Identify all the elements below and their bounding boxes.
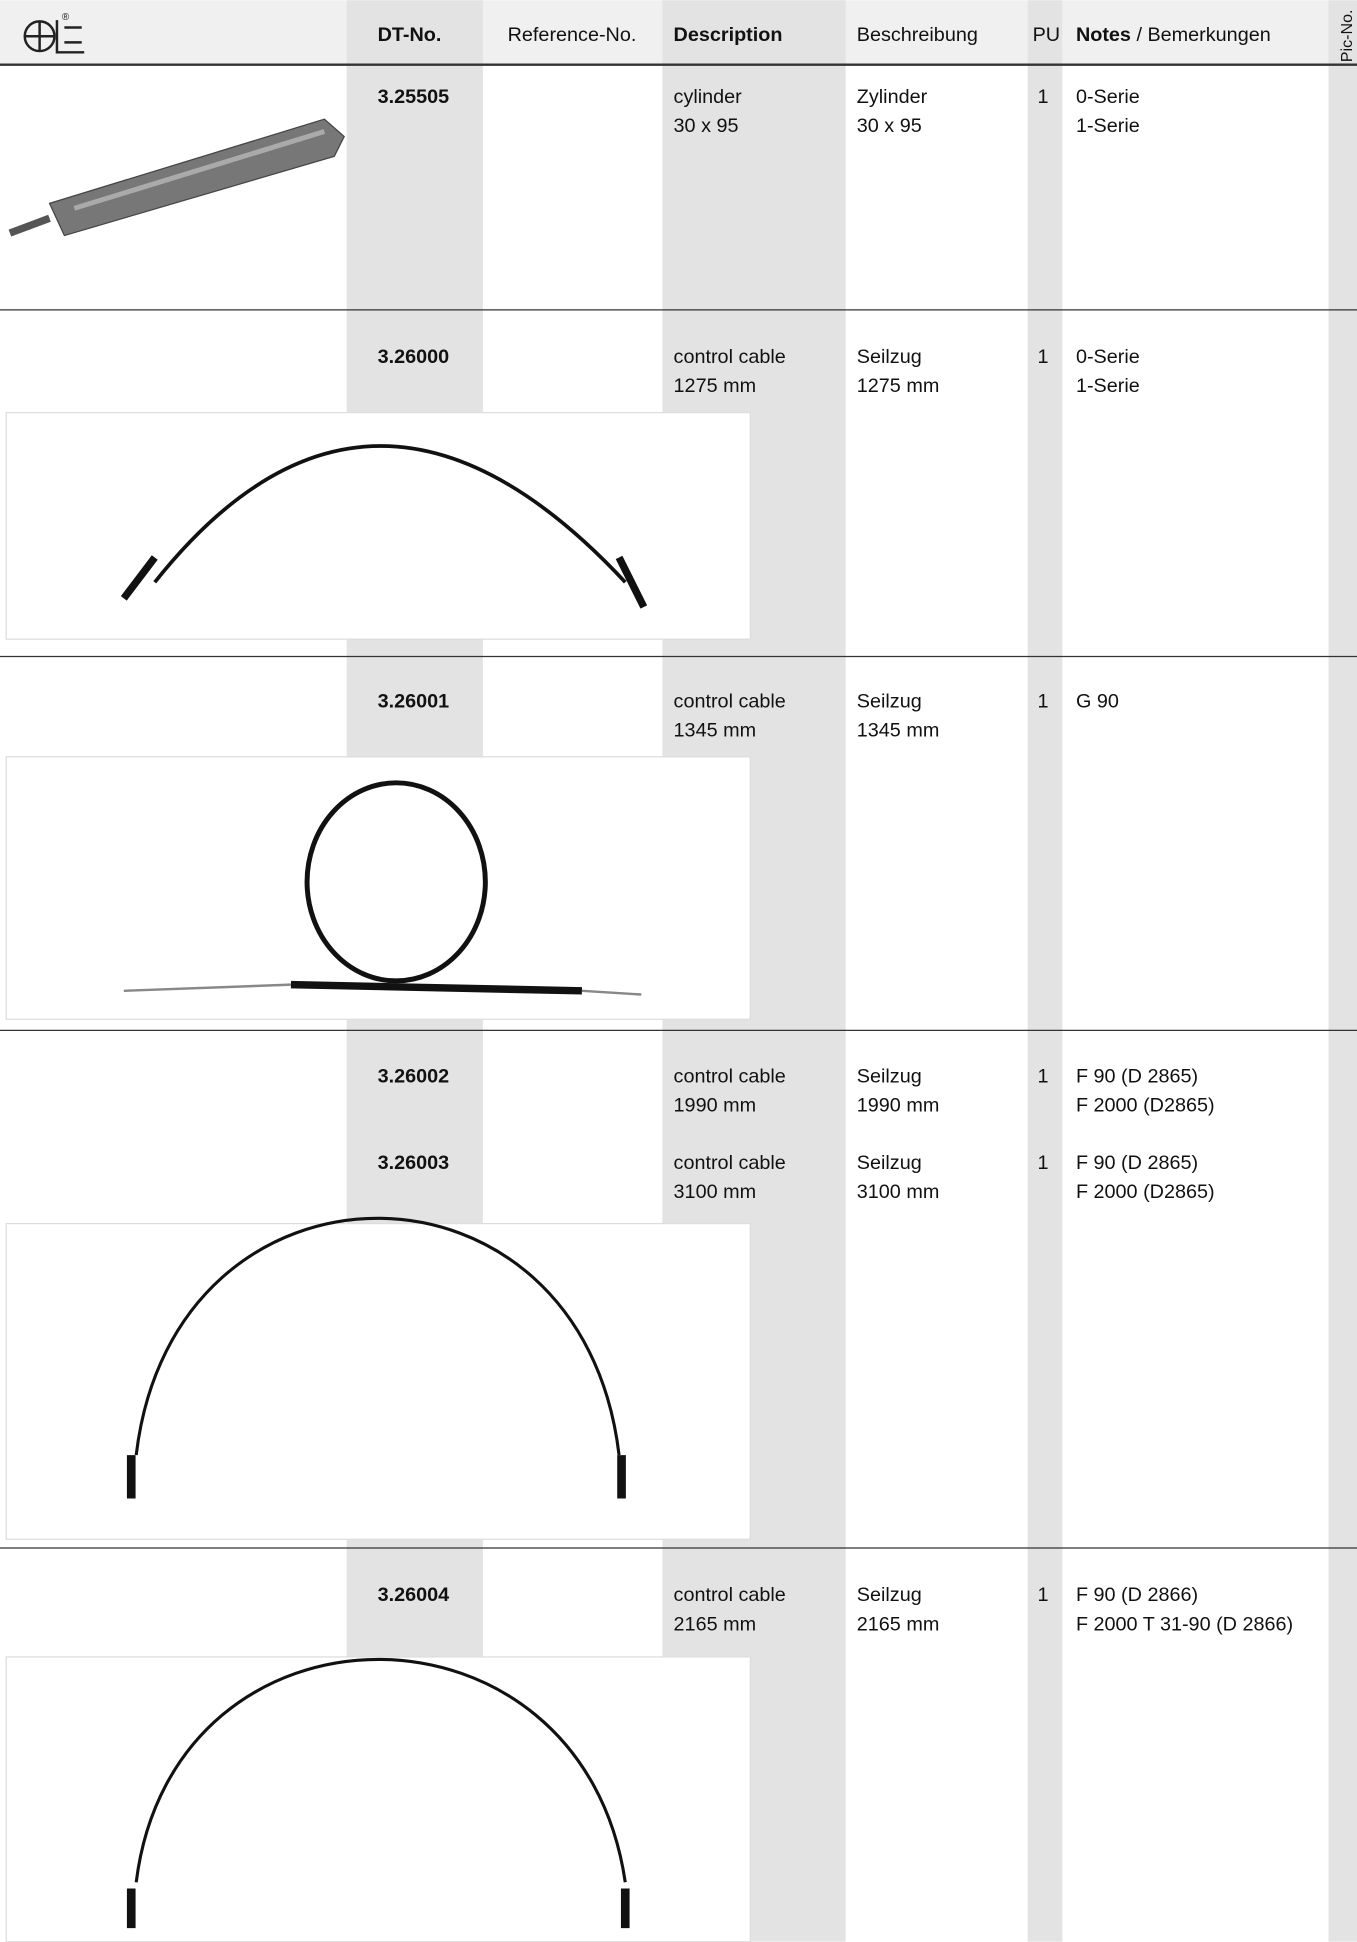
separators [0, 309, 1357, 1549]
beschreibung-line: Seilzug [857, 1065, 922, 1087]
cable-picture [126, 1216, 626, 1499]
description-line: 1990 mm [674, 1095, 757, 1117]
header-beschreibung: Beschreibung [857, 24, 978, 46]
column-stripes [346, 0, 1357, 1942]
dt-no: 3.25505 [378, 86, 450, 108]
header-notes-en: Notes [1076, 24, 1131, 46]
svg-text:®: ® [62, 12, 70, 23]
notes-line: 1-Serie [1076, 115, 1140, 137]
picture-frame [5, 756, 751, 1020]
notes-line: F 90 (D 2866) [1076, 1584, 1198, 1606]
description-line: 1275 mm [674, 375, 757, 397]
cable-picture [120, 444, 648, 609]
pu: 1 [1038, 1152, 1049, 1174]
cable-picture [126, 1657, 630, 1929]
pu: 1 [1038, 86, 1049, 108]
dt-no: 3.26001 [378, 690, 450, 712]
header-notes: Notes / Bemerkungen [1076, 24, 1271, 46]
pictures [5, 118, 751, 1942]
pu: 1 [1038, 1065, 1049, 1087]
header: DT-No. Reference-No. Description Beschre… [378, 9, 1356, 62]
dt-no: 3.26002 [378, 1065, 450, 1087]
header-notes-de: / Bemerkungen [1136, 24, 1270, 46]
description-line: 3100 mm [674, 1181, 757, 1203]
description-line: control cable [674, 690, 786, 712]
notes-line: F 2000 T 31-90 (D 2866) [1076, 1613, 1293, 1635]
picture-frame [5, 1656, 751, 1942]
notes-line: F 90 (D 2865) [1076, 1065, 1198, 1087]
cylinder-picture [8, 118, 345, 237]
notes-line: 1-Serie [1076, 375, 1140, 397]
description-line: control cable [674, 346, 786, 368]
header-reference-no: Reference-No. [508, 24, 637, 46]
beschreibung-line: Seilzug [857, 1152, 922, 1174]
beschreibung-line: 30 x 95 [857, 115, 922, 137]
beschreibung-line: 1990 mm [857, 1095, 940, 1117]
header-dt-no: DT-No. [378, 24, 442, 46]
beschreibung-line: 1275 mm [857, 375, 940, 397]
notes-line: 0-Serie [1076, 86, 1140, 108]
beschreibung-line: Seilzug [857, 1584, 922, 1606]
header-pu: PU [1033, 24, 1061, 46]
notes-line: G 90 [1076, 690, 1119, 712]
beschreibung-line: 2165 mm [857, 1613, 940, 1635]
notes-line: F 2000 (D2865) [1076, 1181, 1215, 1203]
notes-line: F 90 (D 2865) [1076, 1152, 1198, 1174]
pu: 1 [1038, 1584, 1049, 1606]
logo: ® [23, 12, 85, 54]
beschreibung-line: Seilzug [857, 346, 922, 368]
dt-no: 3.26004 [378, 1584, 450, 1606]
beschreibung-line: 3100 mm [857, 1181, 940, 1203]
description-line: control cable [674, 1152, 786, 1174]
header-description: Description [674, 24, 783, 46]
description-line: 30 x 95 [674, 115, 739, 137]
picture-frame [5, 411, 751, 640]
cable-picture [123, 780, 642, 996]
description-line: control cable [674, 1065, 786, 1087]
description-line: cylinder [674, 86, 743, 108]
dt-no: 3.26000 [378, 346, 450, 368]
beschreibung-line: 1345 mm [857, 719, 940, 741]
notes-line: F 2000 (D2865) [1076, 1095, 1215, 1117]
header-bg [0, 0, 1357, 65]
beschreibung-line: Seilzug [857, 690, 922, 712]
rows: 3.25505 1 cylinder 30 x 95 Zylinder 30 x 95 0-… [378, 86, 1293, 1635]
notes-line: 0-Serie [1076, 346, 1140, 368]
description-line: 2165 mm [674, 1613, 757, 1635]
description-line: 1345 mm [674, 719, 757, 741]
header-pic-no: Pic-No. [1338, 9, 1356, 62]
picture-frame [5, 1222, 751, 1540]
dt-no: 3.26003 [378, 1152, 450, 1174]
pu: 1 [1038, 690, 1049, 712]
pu: 1 [1038, 346, 1049, 368]
description-line: control cable [674, 1584, 786, 1606]
beschreibung-line: Zylinder [857, 86, 928, 108]
